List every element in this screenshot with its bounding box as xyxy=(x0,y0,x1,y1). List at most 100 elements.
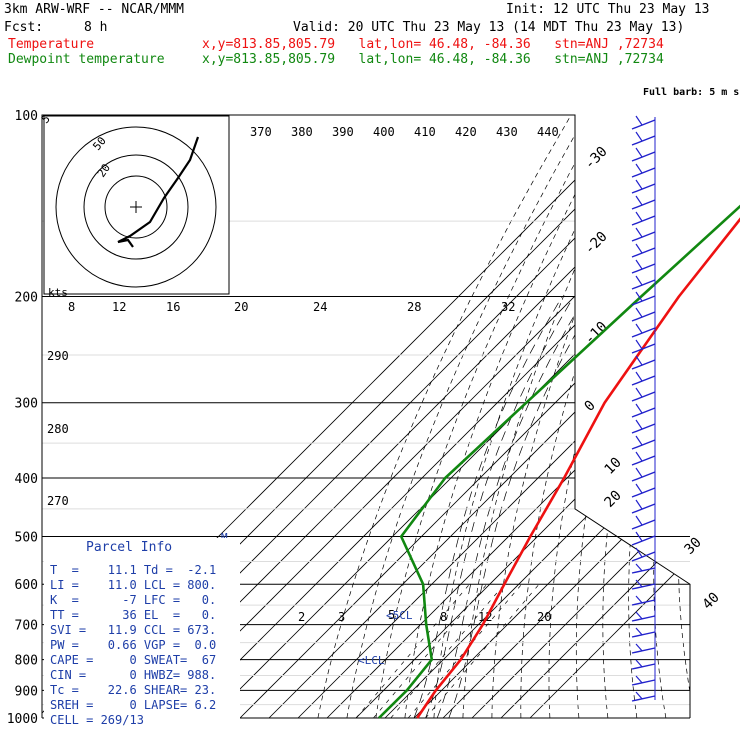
pressure-tick-label: 600 xyxy=(15,578,38,593)
dry-adiabat-line xyxy=(702,115,740,718)
wind-barb-flag xyxy=(635,323,643,334)
wind-barb xyxy=(631,583,656,590)
wind-barb xyxy=(631,471,656,482)
wind-barb xyxy=(631,439,656,450)
moist-adiabat-line xyxy=(448,296,598,718)
parcel-row: TT = 36 EL = 0. xyxy=(50,608,217,622)
wind-barb xyxy=(631,167,656,178)
mixing-ratio-line xyxy=(355,583,470,718)
wind-barb xyxy=(631,279,656,290)
plot-border xyxy=(41,114,691,718)
wind-barb-flag xyxy=(635,611,643,620)
wind-barb xyxy=(631,663,656,670)
wind-barb-flag xyxy=(635,579,643,588)
hodograph-speed-label: kts xyxy=(48,286,68,299)
wind-barb-flag xyxy=(635,147,643,158)
moist-adiabat-line xyxy=(413,296,563,718)
level-marker: M xyxy=(221,531,228,544)
wind-barb xyxy=(631,231,656,242)
mixing-ratio-label: 8 xyxy=(440,610,447,624)
theta-label: 370 xyxy=(250,125,272,139)
pressure-tick-label: 700 xyxy=(15,619,38,634)
dry-adiabat-line xyxy=(628,115,690,718)
temperature-profile-line xyxy=(416,217,740,719)
theta-label: 410 xyxy=(414,125,436,139)
wind-barb xyxy=(631,407,656,418)
isotherm-label: -20 xyxy=(582,229,611,258)
isotherm-label: 10 xyxy=(602,455,625,478)
wind-barb xyxy=(631,551,656,562)
isotherm-label: 20 xyxy=(602,488,625,511)
pressure-tick-label: 1000 xyxy=(7,712,38,727)
wind-barb-flag xyxy=(635,179,643,190)
wind-barb xyxy=(631,263,656,274)
parcel-row: CELL = 269/13 xyxy=(50,713,144,727)
lcl-label: <5CL xyxy=(386,609,413,622)
isotherm-line xyxy=(442,115,690,718)
parcel-row: CAPE = 0 SWEAT= 67 xyxy=(50,653,217,667)
hodograph-axis-label: 20 xyxy=(234,300,248,314)
wind-barb-flag xyxy=(635,675,643,684)
wind-barb xyxy=(631,535,656,546)
dry-adiabat-label: 280 xyxy=(47,422,69,436)
wind-barb-flag xyxy=(635,531,643,542)
wind-barb xyxy=(631,215,656,226)
wind-barb xyxy=(631,391,656,402)
wind-barb-key: Full barb: 5 m s⁻¹ xyxy=(643,87,740,98)
parcel-row: LI = 11.0 LCL = 800. xyxy=(50,578,217,592)
parcel-row: Tc = 22.6 SHEAR= 23. xyxy=(50,683,217,697)
isotherm-line xyxy=(268,115,690,718)
theta-label: 420 xyxy=(455,125,477,139)
wind-barb xyxy=(631,695,656,702)
hodograph-axis-label: 32 xyxy=(501,300,515,314)
isotherm-line xyxy=(500,115,690,718)
wind-barb xyxy=(631,311,656,322)
hodograph-ring-label: 20 xyxy=(95,161,113,179)
wind-barb xyxy=(631,359,656,370)
wind-barb-flag xyxy=(635,435,643,446)
isotherm-line xyxy=(297,115,690,718)
wind-barb-flag xyxy=(635,691,643,700)
theta-label: 380 xyxy=(291,125,313,139)
dewpoint-legend-info: x,y=813.85,805.79 lat,lon= 46.48, -84.36… xyxy=(202,52,664,67)
wind-barb-flag xyxy=(635,643,643,652)
isotherm-line xyxy=(239,115,690,718)
pressure-tick-label: 400 xyxy=(15,472,38,487)
parcel-row: T = 11.1 Td = -2.1 xyxy=(50,563,217,577)
wind-barb-flag xyxy=(635,595,643,604)
mixing-ratio-label: 2 xyxy=(298,610,305,624)
wind-barb xyxy=(631,503,656,514)
mixing-ratio-label: 5 xyxy=(388,608,395,622)
wind-barb xyxy=(631,679,656,686)
wind-barb xyxy=(631,199,656,210)
parcel-row: SVI = 11.9 CCL = 673. xyxy=(50,623,217,637)
hodograph-axis-label: 28 xyxy=(407,300,421,314)
wind-barb-flag xyxy=(635,563,643,572)
parcel-row: K = -7 LFC = 0. xyxy=(50,593,217,607)
wind-barb xyxy=(631,327,656,338)
pressure-tick-label: 900 xyxy=(15,684,38,699)
theta-label: 430 xyxy=(496,125,518,139)
hodograph-trace xyxy=(117,136,200,248)
wind-barb xyxy=(631,135,656,146)
isotherm-label: 0 xyxy=(582,398,599,415)
dewpoint-legend-label: Dewpoint temperature xyxy=(8,52,165,67)
wind-barb xyxy=(631,151,656,162)
isotherm-label: 40 xyxy=(700,590,723,613)
wind-barb-flag xyxy=(635,627,643,636)
parcel-row: PW = 0.66 VGP = 0.0 xyxy=(50,638,217,652)
forecast-label: Fcst: xyxy=(4,20,44,35)
isotherm-line xyxy=(355,115,690,718)
parcel-info-panel: Parcel Info T = 11.1 Td = -2.1 LI = 11.0… xyxy=(44,538,240,728)
isotherm-line xyxy=(413,115,690,718)
isotherm-label: 30 xyxy=(682,535,705,558)
wind-barb-flag xyxy=(635,339,643,350)
dry-adiabat-line xyxy=(375,115,602,718)
wind-barb-flag xyxy=(635,387,643,398)
wind-barb-flag xyxy=(635,659,643,668)
hodograph-ring xyxy=(83,154,189,260)
isotherm-label: -10 xyxy=(582,319,611,348)
wind-barb-flag xyxy=(635,499,643,510)
wind-barb-flag xyxy=(635,515,643,526)
isotherm-label: -30 xyxy=(582,144,611,173)
